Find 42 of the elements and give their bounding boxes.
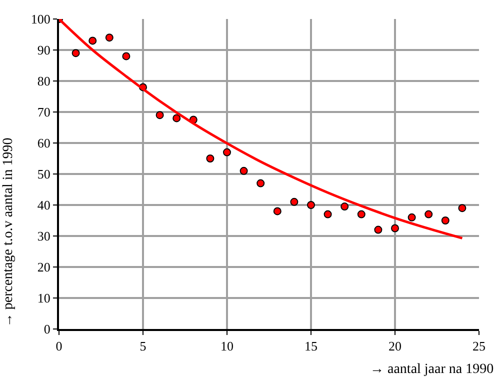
line-series [59,19,464,240]
point [290,198,298,206]
x-tick-label: 20 [388,338,402,354]
y-tick-label: 30 [37,228,50,244]
y-tick-label: 40 [37,198,50,213]
point [391,224,399,232]
y-tick-label: 50 [37,166,50,182]
point [88,36,97,45]
point [72,49,80,58]
point [458,204,466,212]
point [172,114,181,122]
point [156,111,164,120]
y-tick-label: 90 [37,42,50,58]
y-tick-label: 60 [37,136,50,151]
y-tick-label: 10 [37,290,50,306]
point [105,34,114,42]
y-tick-label: 20 [37,260,50,275]
point [374,226,382,234]
x-tick-label: 5 [140,338,146,354]
point [256,179,265,188]
point [273,207,282,216]
x-tick-label: 10 [220,338,234,354]
point [408,213,416,222]
point [340,202,349,211]
point [206,154,214,162]
y-tick-label: 0 [44,322,50,337]
y-tick-label: 80 [37,74,50,89]
point [441,216,450,224]
x-tick-label: 0 [56,338,62,354]
point [240,166,248,175]
point [307,201,315,209]
x-tick-label: 25 [472,338,486,354]
y-tick-label: 100 [30,12,50,27]
y-tick-label: 70 [37,104,50,120]
point [324,210,332,218]
point [357,210,366,218]
point [122,52,130,60]
x-axis-title: → aantal jaar na 1990 [370,362,494,377]
point [223,148,231,156]
x-tick-label: 15 [304,338,318,354]
y-axis-title: → percentage t.o.v aantal in 1990 [1,138,16,328]
point [424,210,433,218]
